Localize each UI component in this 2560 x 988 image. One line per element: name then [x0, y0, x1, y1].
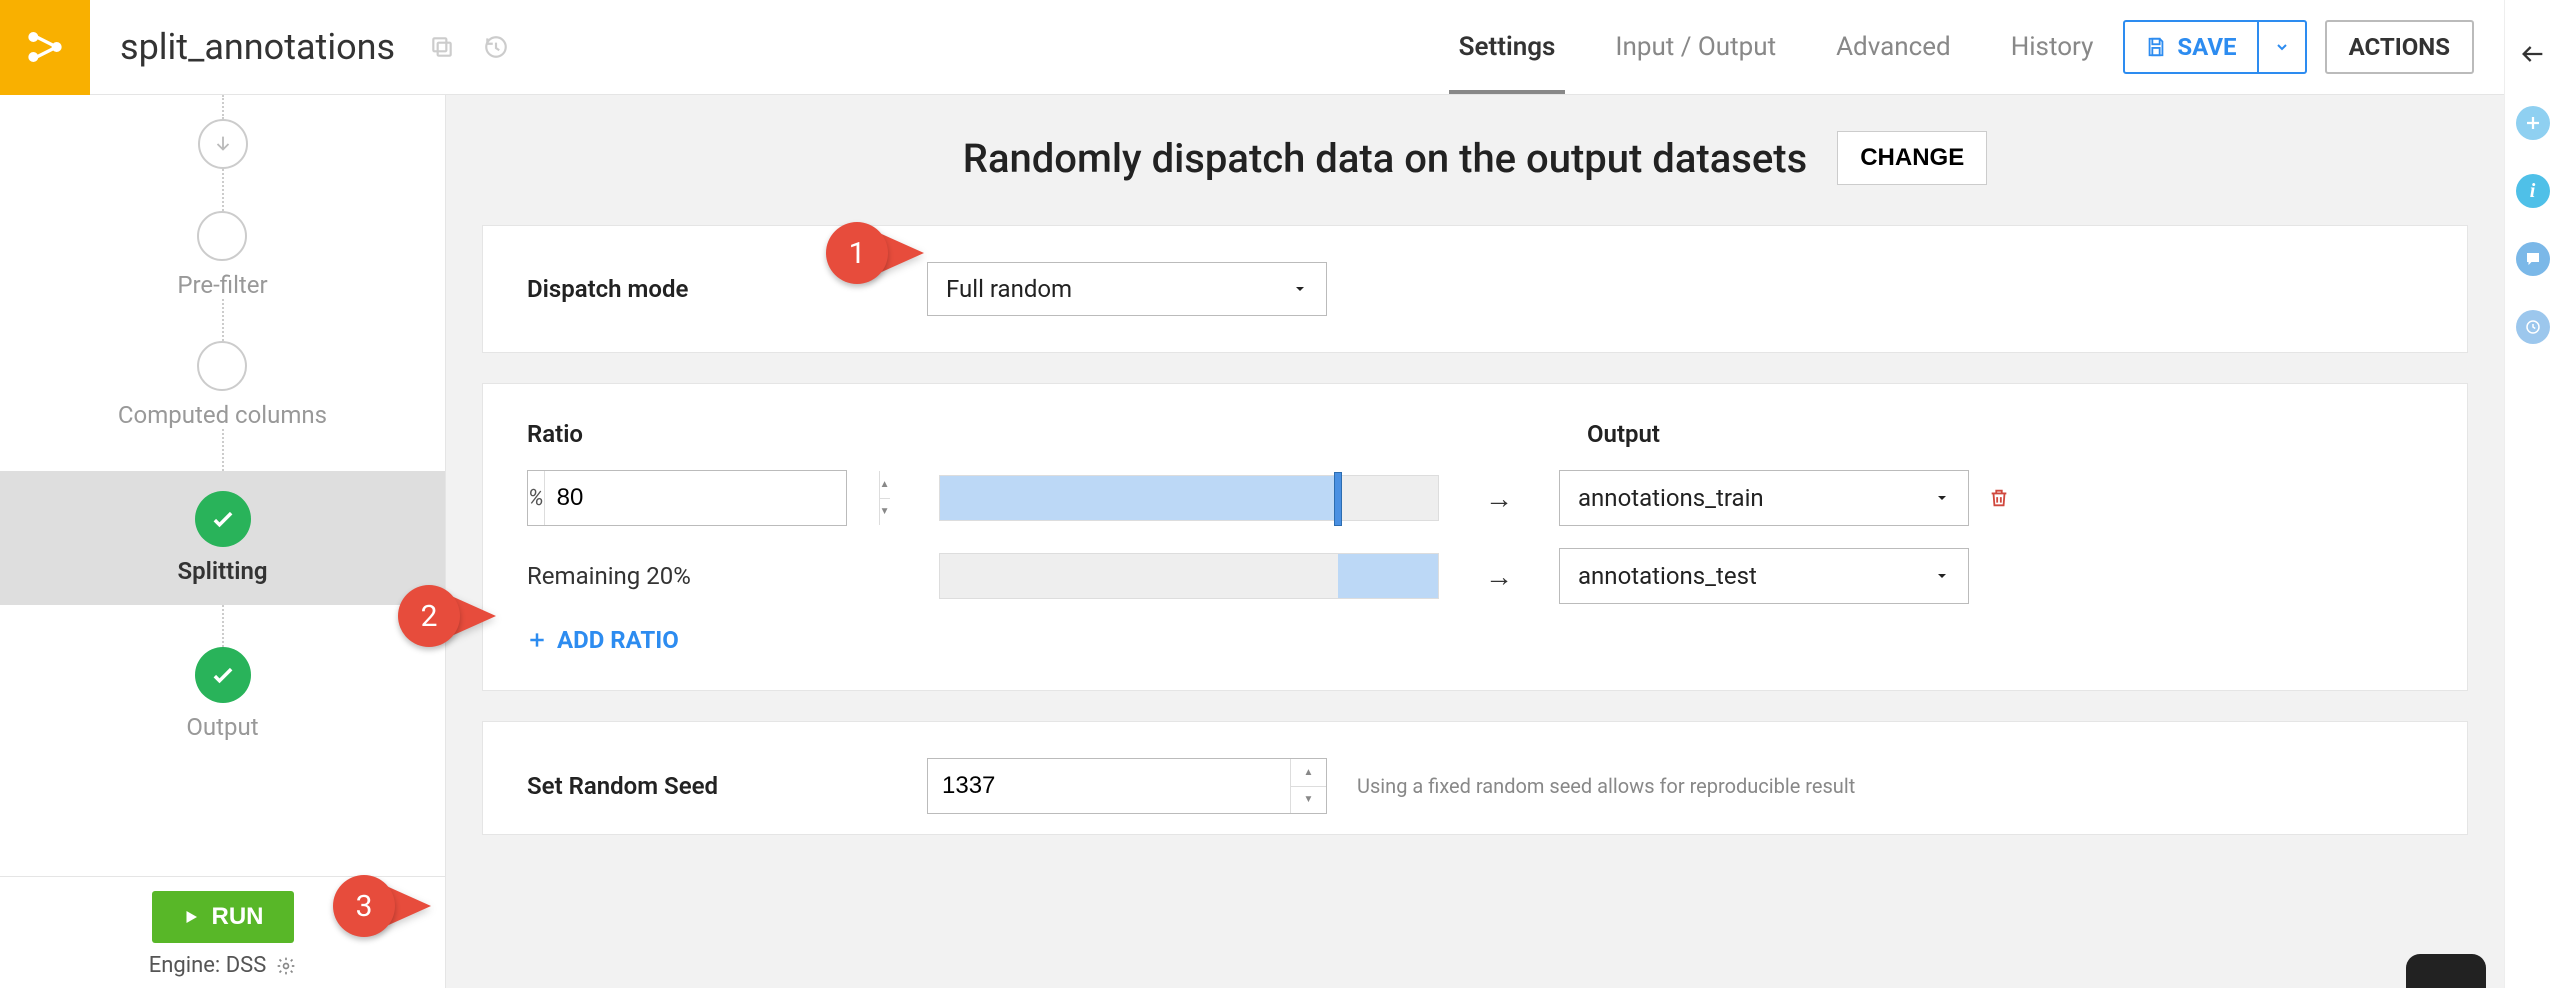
ratio-row-remaining: Remaining 20% → annotations_test: [527, 548, 2423, 604]
app-logo[interactable]: [0, 0, 90, 95]
run-label: RUN: [212, 903, 264, 931]
tab-label: Settings: [1459, 32, 1556, 62]
output-value: annotations_test: [1578, 562, 1757, 590]
check-icon: [209, 505, 237, 533]
change-label: CHANGE: [1860, 144, 1964, 171]
arrow-right-icon: →: [1439, 560, 1559, 593]
ratio-row-1: % ▲▼ → annotations_train: [527, 470, 2423, 526]
ratio-header: Ratio: [527, 420, 1587, 448]
percent-symbol: %: [528, 471, 545, 525]
tab-label: Advanced: [1836, 32, 1951, 62]
remaining-label: Remaining 20%: [527, 562, 847, 590]
seed-input[interactable]: [928, 772, 1290, 800]
spinner-down-icon[interactable]: ▼: [1291, 787, 1326, 814]
right-rail: i: [2504, 0, 2560, 988]
tab-advanced[interactable]: Advanced: [1806, 0, 1981, 94]
rail-add-icon[interactable]: [2516, 106, 2550, 140]
save-button-group: SAVE: [2123, 20, 2306, 74]
rail-chat-icon[interactable]: [2516, 242, 2550, 276]
back-arrow-icon[interactable]: [2519, 40, 2547, 72]
page-title: Randomly dispatch data on the output dat…: [963, 135, 1807, 182]
tab-label: Input / Output: [1615, 32, 1776, 62]
output-header: Output: [1587, 420, 1660, 448]
save-label: SAVE: [2177, 33, 2236, 61]
arrow-right-icon: →: [1439, 482, 1559, 515]
ratio-slider[interactable]: [939, 475, 1439, 521]
main-content: Randomly dispatch data on the output dat…: [446, 95, 2504, 988]
delete-ratio-icon[interactable]: [1969, 487, 2029, 509]
engine-line: Engine: DSS: [149, 953, 297, 978]
actions-button[interactable]: ACTIONS: [2325, 20, 2474, 74]
seed-label: Set Random Seed: [527, 772, 927, 800]
actions-label: ACTIONS: [2349, 33, 2450, 61]
change-button[interactable]: CHANGE: [1837, 131, 1987, 185]
output-select-1[interactable]: annotations_train: [1559, 470, 1969, 526]
seed-hint: Using a fixed random seed allows for rep…: [1357, 774, 1855, 798]
gear-icon[interactable]: [276, 956, 296, 976]
rail-info-icon[interactable]: i: [2516, 174, 2550, 208]
callout-2: 2: [398, 585, 496, 647]
dispatch-mode-select[interactable]: Full random: [927, 262, 1327, 316]
callout-1: 1: [826, 222, 924, 284]
ratio-input[interactable]: [545, 484, 879, 512]
step-splitting[interactable]: Splitting: [0, 471, 445, 605]
seed-panel: Set Random Seed ▲▼ Using a fixed random …: [482, 721, 2468, 835]
save-button[interactable]: SAVE: [2125, 22, 2258, 72]
ratio-input-wrap: % ▲▼: [527, 470, 847, 526]
save-icon: [2145, 36, 2167, 58]
sidebar: Pre-filter Computed columns Splitting Ou…: [0, 95, 446, 988]
callout-number: 3: [333, 875, 395, 937]
step-arrow-node[interactable]: [198, 119, 248, 169]
tab-history[interactable]: History: [1981, 0, 2124, 94]
save-dropdown[interactable]: [2259, 22, 2305, 72]
output-value: annotations_train: [1578, 484, 1764, 512]
add-ratio-button[interactable]: ADD RATIO: [527, 626, 2423, 654]
plus-icon: [527, 630, 547, 650]
chat-widget[interactable]: [2406, 954, 2486, 988]
step-label: Output: [186, 713, 258, 741]
tab-input-output[interactable]: Input / Output: [1585, 0, 1806, 94]
slider-handle[interactable]: [1334, 472, 1342, 526]
recipe-title: split_annotations: [120, 26, 395, 68]
check-icon: [209, 661, 237, 689]
seed-spinner[interactable]: ▲▼: [1290, 759, 1326, 813]
remaining-bar: [939, 553, 1439, 599]
spinner-up-icon[interactable]: ▲: [880, 471, 890, 499]
step-label: Splitting: [177, 557, 267, 585]
header-tabs: Settings Input / Output Advanced History: [1429, 0, 2124, 94]
step-output[interactable]: Output: [186, 647, 258, 741]
top-bar: split_annotations Settings Input / Outpu…: [0, 0, 2504, 95]
engine-label: Engine: DSS: [149, 953, 267, 978]
add-ratio-label: ADD RATIO: [557, 626, 679, 654]
copy-icon[interactable]: [429, 34, 455, 60]
rail-clock-icon[interactable]: [2516, 310, 2550, 344]
ratio-panel: Ratio Output % ▲▼ → annotations_train: [482, 383, 2468, 691]
chevron-down-icon: [1934, 568, 1950, 584]
chevron-down-icon: [1292, 281, 1308, 297]
step-label: Computed columns: [118, 401, 327, 429]
chevron-down-icon: [2274, 39, 2290, 55]
output-select-2[interactable]: annotations_test: [1559, 548, 1969, 604]
spinner-down-icon[interactable]: ▼: [880, 499, 890, 526]
callout-number: 2: [398, 585, 460, 647]
step-label: Pre-filter: [177, 271, 267, 299]
dispatch-value: Full random: [946, 275, 1072, 303]
play-icon: [182, 908, 200, 926]
callout-number: 1: [826, 222, 888, 284]
chevron-down-icon: [1934, 490, 1950, 506]
run-button[interactable]: RUN: [152, 891, 294, 943]
step-computed-columns[interactable]: Computed columns: [118, 341, 327, 429]
dispatch-panel: Dispatch mode Full random: [482, 225, 2468, 353]
tab-label: History: [2011, 32, 2094, 62]
callout-3: 3: [333, 875, 431, 937]
history-icon[interactable]: [483, 34, 509, 60]
heading-row: Randomly dispatch data on the output dat…: [482, 131, 2468, 185]
seed-input-wrap: ▲▼: [927, 758, 1327, 814]
ratio-spinner[interactable]: ▲▼: [879, 471, 890, 525]
step-prefilter[interactable]: Pre-filter: [177, 211, 267, 299]
spinner-up-icon[interactable]: ▲: [1291, 759, 1326, 787]
tab-settings[interactable]: Settings: [1429, 0, 1586, 94]
